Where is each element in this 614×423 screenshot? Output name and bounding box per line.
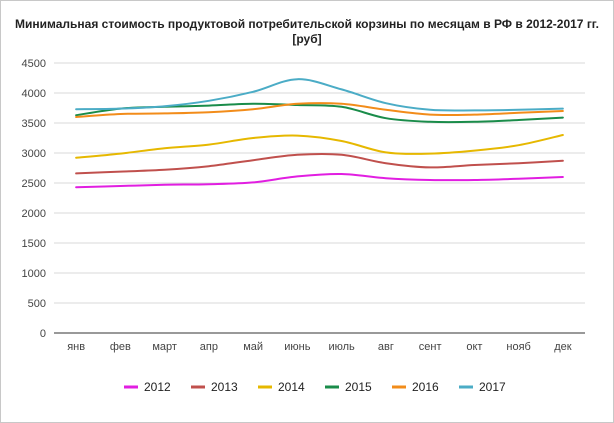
x-tick-label: сент (419, 341, 442, 353)
grid-lines (54, 62, 585, 334)
x-tick-label: март (152, 341, 177, 353)
chart-title-line-1: Минимальная стоимость продуктовой потреб… (15, 17, 599, 31)
x-tick-label: фев (110, 341, 131, 353)
y-tick-label: 2500 (22, 178, 46, 190)
y-tick-label: 1500 (22, 238, 46, 250)
x-tick-label: окт (466, 341, 482, 353)
y-tick-label: 3000 (22, 148, 46, 160)
x-tick-label: нояб (506, 341, 530, 353)
x-tick-label: май (243, 341, 263, 353)
series-line-2013 (75, 152, 564, 175)
y-axis-tick-labels: 0 500 1000 1500 2000 2500 3000 3500 4000 4500 (22, 58, 46, 340)
legend-item-2012[interactable]: 2012 (124, 380, 171, 394)
chart-title: Минимальная стоимость продуктовой потреб… (1, 17, 613, 47)
y-tick-label: 500 (28, 298, 46, 310)
x-axis-tick-labels: янв фев март апр май июнь июль авг сент окт нояб де… (67, 341, 572, 353)
legend-item-2014[interactable]: 2014 (258, 380, 305, 394)
legend-item-2015[interactable]: 2015 (325, 380, 372, 394)
y-tick-label: 0 (40, 328, 46, 340)
legend-label: 2016 (412, 380, 439, 394)
legend-item-2013[interactable]: 2013 (191, 380, 238, 394)
series-lines (75, 78, 564, 189)
x-tick-label: апр (200, 341, 218, 353)
legend: 2012 2013 2014 2015 2016 2017 (124, 380, 506, 394)
series-line-2012 (75, 172, 564, 189)
series-line-2016 (75, 102, 564, 118)
x-tick-label: авг (378, 341, 394, 353)
legend-label: 2017 (479, 380, 506, 394)
series-line-2014 (75, 134, 564, 159)
legend-label: 2013 (211, 380, 238, 394)
y-tick-label: 3500 (22, 118, 46, 130)
chart-title-line-2: [руб] (292, 32, 322, 46)
y-tick-label: 1000 (22, 268, 46, 280)
y-tick-label: 2000 (22, 208, 46, 220)
x-tick-label: янв (67, 341, 85, 353)
x-tick-label: июль (328, 341, 355, 353)
legend-item-2017[interactable]: 2017 (459, 380, 506, 394)
series-line-2017 (75, 78, 564, 112)
y-tick-label: 4500 (22, 58, 46, 70)
y-tick-label: 4000 (22, 88, 46, 100)
x-tick-label: дек (554, 341, 572, 353)
legend-label: 2012 (144, 380, 171, 394)
legend-label: 2015 (345, 380, 372, 394)
legend-label: 2014 (278, 380, 305, 394)
legend-item-2016[interactable]: 2016 (392, 380, 439, 394)
x-tick-label: июнь (284, 341, 310, 353)
